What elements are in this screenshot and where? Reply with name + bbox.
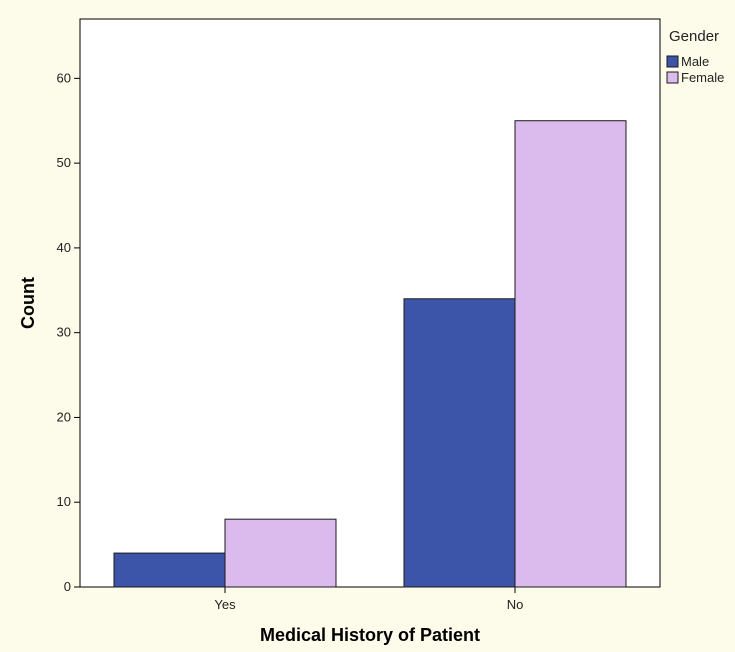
legend-label-female: Female bbox=[681, 70, 724, 85]
bar-female-no bbox=[514, 120, 627, 588]
y-tick-label: 0 bbox=[64, 579, 71, 594]
bar-male-yes bbox=[113, 552, 226, 588]
x-tick-label: Yes bbox=[214, 597, 236, 612]
y-tick-label: 60 bbox=[57, 70, 71, 85]
y-tick-label: 50 bbox=[57, 155, 71, 170]
bar-male-no bbox=[403, 298, 516, 588]
y-axis-title: Count bbox=[18, 277, 38, 329]
y-axis: 0 10 20 30 40 50 60 bbox=[57, 70, 80, 594]
x-tick-label: No bbox=[507, 597, 524, 612]
y-tick-label: 10 bbox=[57, 494, 71, 509]
x-axis-title: Medical History of Patient bbox=[260, 625, 480, 645]
x-axis: Yes No bbox=[214, 587, 523, 612]
legend-title: Gender bbox=[669, 28, 719, 45]
legend-label-male: Male bbox=[681, 54, 709, 69]
legend-swatch-male bbox=[666, 55, 679, 68]
y-tick-label: 20 bbox=[57, 409, 71, 424]
bar-group bbox=[113, 120, 627, 588]
y-tick-label: 40 bbox=[57, 240, 71, 255]
y-tick-label: 30 bbox=[57, 325, 71, 340]
legend-swatch-female bbox=[666, 71, 679, 84]
bar-female-yes bbox=[224, 518, 337, 588]
